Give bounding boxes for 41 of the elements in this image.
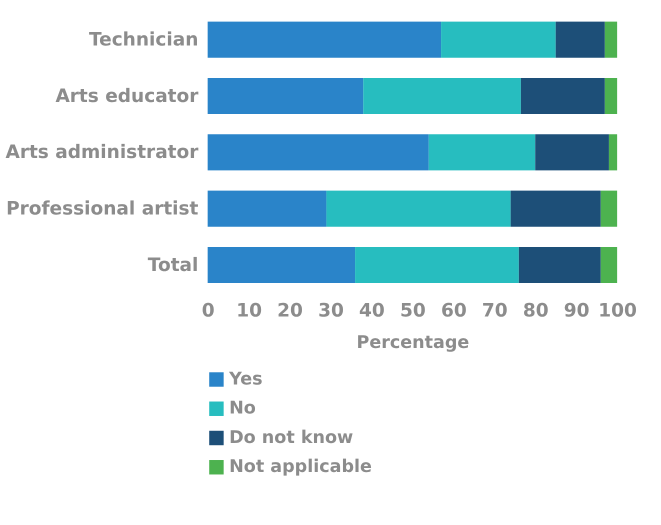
x-tick-label: 60 xyxy=(440,300,467,322)
bar xyxy=(600,190,618,227)
bar xyxy=(600,246,618,284)
y-tick-label: Technician xyxy=(88,30,198,51)
y-tick-label: Professional artist xyxy=(6,198,199,220)
bar xyxy=(604,78,618,114)
bar xyxy=(608,134,618,170)
bar xyxy=(208,134,429,170)
x-tick-label: 40 xyxy=(359,300,385,322)
legend-label: No xyxy=(229,398,256,419)
bar xyxy=(535,134,609,170)
y-tick-label: Arts educator xyxy=(55,86,200,107)
bar xyxy=(326,190,511,227)
bar xyxy=(208,246,356,284)
bar xyxy=(520,78,605,114)
bar xyxy=(510,190,601,227)
y-tick-label: Total xyxy=(148,254,198,276)
x-tick-label: 20 xyxy=(277,300,303,322)
bar xyxy=(208,190,326,227)
x-tick-label: 50 xyxy=(400,300,426,322)
bar xyxy=(441,22,556,58)
legend-label: Not applicable xyxy=(229,457,372,478)
y-tick-label: Arts administrator xyxy=(5,142,200,164)
x-axis-title: Percentage xyxy=(356,332,470,353)
x-tick-label: 0 xyxy=(202,300,215,322)
bar xyxy=(355,246,519,284)
bar xyxy=(208,22,442,58)
x-tick-label: 80 xyxy=(522,300,549,322)
bar xyxy=(428,134,536,170)
bar xyxy=(556,22,605,58)
legend-label: Yes xyxy=(228,369,263,390)
x-tick-label: 10 xyxy=(236,300,262,322)
bar xyxy=(208,78,364,114)
x-tick-label: 70 xyxy=(482,300,508,322)
x-tick-label: 30 xyxy=(318,300,344,322)
bar xyxy=(363,78,521,114)
legend-label: Do not know xyxy=(229,428,354,448)
x-tick-label: 90 xyxy=(564,300,590,322)
bar xyxy=(518,246,601,284)
bar xyxy=(604,22,618,58)
x-tick-label: 100 xyxy=(598,300,637,322)
